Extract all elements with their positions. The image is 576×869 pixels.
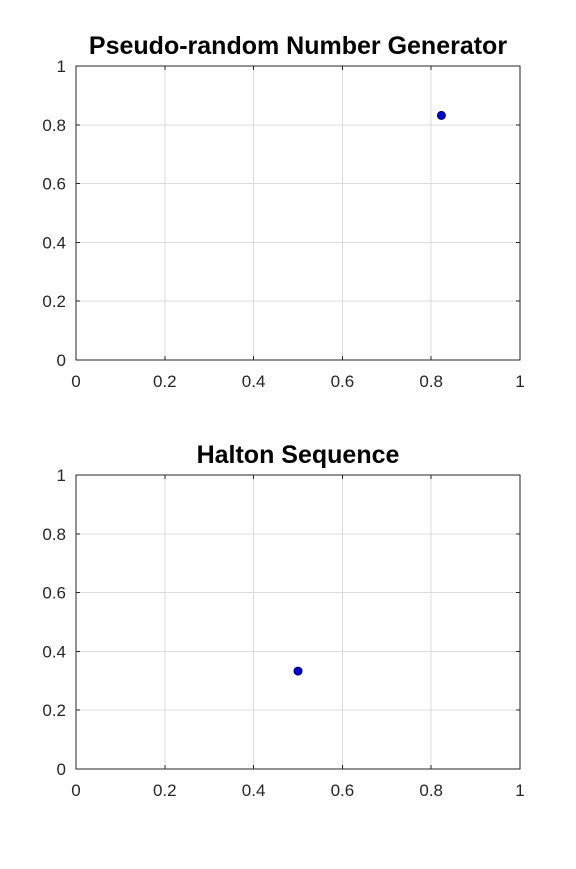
x-tick-label: 0.8 xyxy=(419,372,443,391)
chart-2: 0 0.2 0.4 0.6 0.8 1 0 0.2 0.4 0.6 0.8 1 Halton Seque… xyxy=(42,441,524,800)
x-tick-label: 0.4 xyxy=(242,781,266,800)
x-tick-label: 0.2 xyxy=(153,781,177,800)
y-tick-label: 0.2 xyxy=(42,292,66,311)
data-point xyxy=(436,110,446,120)
x-tick-label: 0.6 xyxy=(331,781,355,800)
y-tick-label: 0.4 xyxy=(42,233,66,252)
y-tick-label: 0.8 xyxy=(42,525,66,544)
y-tick-label: 0.6 xyxy=(42,175,66,194)
data-point xyxy=(293,666,303,676)
axes-box xyxy=(75,65,521,361)
x-tick-label: 0 xyxy=(71,781,80,800)
y-tick-label: 0.2 xyxy=(42,701,66,720)
x-tick-label: 1 xyxy=(515,781,524,800)
y-tick-label: 0.4 xyxy=(42,642,66,661)
x-tick-label: 0 xyxy=(71,372,80,391)
chart-1: 0 0.2 0.4 0.6 0.8 1 0 0.2 0.4 0.6 0.8 1 Pseudo-rando… xyxy=(42,32,524,391)
y-tick-label: 0.6 xyxy=(42,584,66,603)
x-tick-label: 0.8 xyxy=(419,781,443,800)
x-tick-label: 0.2 xyxy=(153,372,177,391)
y-tick-label: 1 xyxy=(57,57,66,76)
x-tick-label: 1 xyxy=(515,372,524,391)
chart-title: Halton Sequence xyxy=(197,441,400,469)
y-tick-label: 0.8 xyxy=(42,116,66,135)
plot-area xyxy=(76,475,520,769)
plot-area xyxy=(76,66,520,360)
x-tick-label: 0.4 xyxy=(242,372,266,391)
y-tick-label: 0 xyxy=(57,760,66,779)
y-tick-label: 0 xyxy=(57,351,66,370)
y-tick-label: 1 xyxy=(57,466,66,485)
x-tick-label: 0.6 xyxy=(331,372,355,391)
chart-title: Pseudo-random Number Generator xyxy=(89,32,507,60)
axes-box xyxy=(75,474,521,770)
